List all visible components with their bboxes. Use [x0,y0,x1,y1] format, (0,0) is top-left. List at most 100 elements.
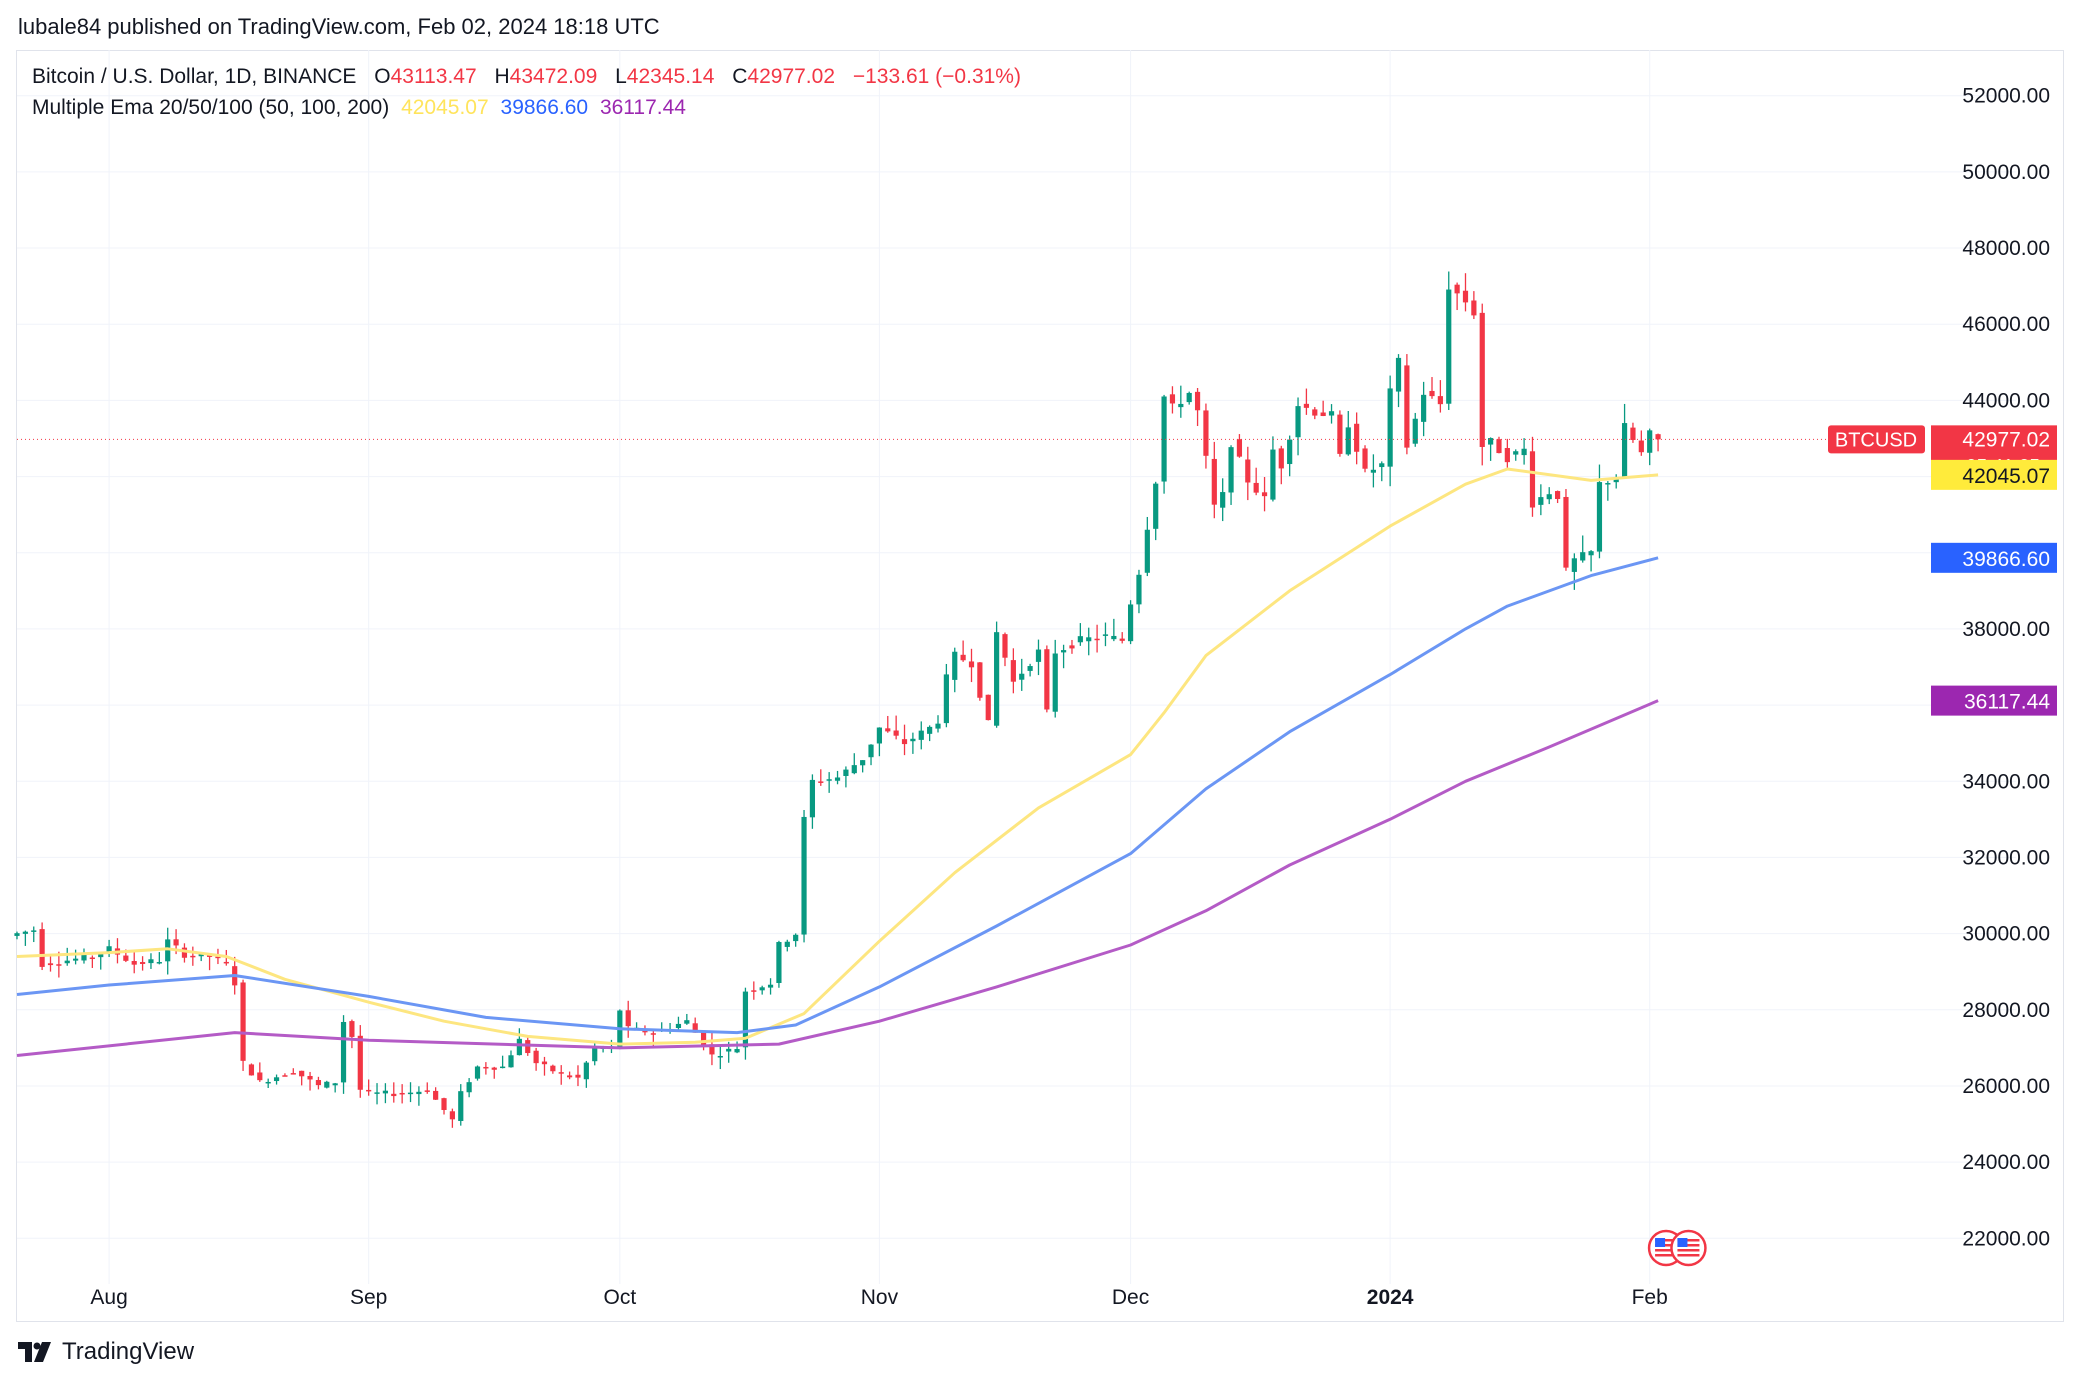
candle-body [1153,483,1159,529]
candle-body [1437,396,1443,405]
indicator-title[interactable]: Multiple Ema 20/50/100 (50, 100, 200) [32,96,390,119]
candle-body [340,1021,347,1083]
x-tick-label: Aug [90,1286,127,1309]
y-tick-label: 50000.00 [1962,161,2050,184]
candle-body [583,1062,589,1080]
ema-line-ema-100 [16,556,1659,1035]
candle-body [1479,312,1485,447]
low-value: 42345.14 [626,65,715,88]
flag-stripe [1677,1249,1700,1252]
candle-body [742,991,749,1048]
candle-body [1052,653,1058,712]
flag-canton [1655,1238,1666,1247]
price-chart[interactable]: 22000.00 24000.00 26000.00 28000.00 30000.00… [0,0,2082,1330]
candle-body [960,654,966,661]
candle-body [1655,434,1661,440]
candle-body [64,960,70,964]
candle-body [215,956,221,959]
candle-body [1471,300,1477,316]
candle-body [273,1077,280,1082]
candle-body [248,1064,255,1076]
candle-body [240,982,246,1061]
candle-body [131,961,137,965]
open-value: 43113.47 [390,65,477,88]
candle-body [1337,414,1343,454]
candle-body [1253,482,1259,493]
x-tick-label: Feb [1632,1286,1668,1309]
ema-tag-value: 36117.44 [1964,691,2050,714]
x-tick-label: Oct [604,1286,637,1309]
ema100-value: 39866.60 [500,96,589,119]
candle-body [508,1055,514,1068]
symbol-title[interactable]: Bitcoin / U.S. Dollar, 1D, BINANCE [32,65,357,88]
candle-body [173,939,179,946]
ema-tag-value: 42045.07 [1962,465,2050,488]
candle-body [1513,451,1519,455]
candle-body [1010,660,1016,682]
flag-canton [1677,1238,1688,1247]
ema-line-ema-200 [16,699,1659,1057]
tradingview-logo[interactable]: TradingView [18,1338,194,1366]
candle-body [1027,666,1033,671]
candle-body [1421,394,1427,422]
y-tick-label: 28000.00 [1962,999,2050,1022]
candle-body [1521,448,1527,456]
candle-body [1379,463,1385,468]
x-tick-label: Sep [350,1286,387,1309]
candle-body [726,1048,732,1052]
ohlc-legend: Bitcoin / U.S. Dollar, 1D, BINANCE O4311… [32,65,1027,89]
symbol-tag-bg [1828,425,1925,454]
candle-body [1136,574,1142,605]
price-tag-value: 42977.02 [1962,428,2050,451]
candle-body [1504,448,1510,463]
candle-body [910,738,916,742]
candle-body [1404,365,1410,448]
y-tick-label: 46000.00 [1962,313,2050,336]
y-tick-label: 26000.00 [1962,1075,2050,1098]
ema-tag-value: 39866.60 [1962,548,2050,571]
candle-body [1127,604,1134,642]
ema-line-ema-50 [16,467,1659,1046]
close-value: 42977.02 [747,65,835,88]
candle-body [558,1072,564,1074]
candle-body [1211,458,1217,505]
candle-body [1228,447,1234,493]
candle-body [650,1033,656,1035]
candle-body [349,1021,355,1037]
candle-body [876,727,882,744]
candle-body [1236,439,1243,457]
candle-body [315,1080,322,1086]
y-tick-label: 44000.00 [1962,389,2050,412]
y-tick-label: 24000.00 [1962,1151,2050,1174]
flag-stripe [1655,1249,1678,1252]
candle-body [265,1081,271,1084]
candle-body [190,955,196,958]
x-tick-label: Nov [861,1286,899,1309]
candle-body [734,1049,740,1053]
y-tick-label: 34000.00 [1962,770,2050,793]
candle-body [1362,448,1368,469]
indicator-legend: Multiple Ema 20/50/100 (50, 100, 200) 42… [32,96,692,120]
candle-body [257,1072,263,1081]
candle-body [374,1092,380,1094]
flag-stripe [1655,1244,1678,1247]
candle-body [675,1023,682,1028]
candle-body [1488,438,1494,445]
candle-body [139,962,146,964]
candle-body [1446,289,1452,404]
candle-body [299,1070,305,1077]
candle-body [1035,649,1042,662]
candle-body [500,1066,506,1069]
candle-body [307,1075,313,1080]
candle-body [324,1081,330,1088]
y-tick-label: 52000.00 [1962,85,2050,108]
candle-body [1102,634,1109,636]
candle-body [1454,284,1460,294]
candle-body [1563,496,1569,568]
candle-body [1044,649,1050,710]
candle-body [700,1032,707,1047]
candle-body [717,1055,723,1058]
symbol-tag-text: BTCUSD [1835,429,1917,451]
candle-body [893,730,899,736]
candle-body [1320,412,1326,417]
